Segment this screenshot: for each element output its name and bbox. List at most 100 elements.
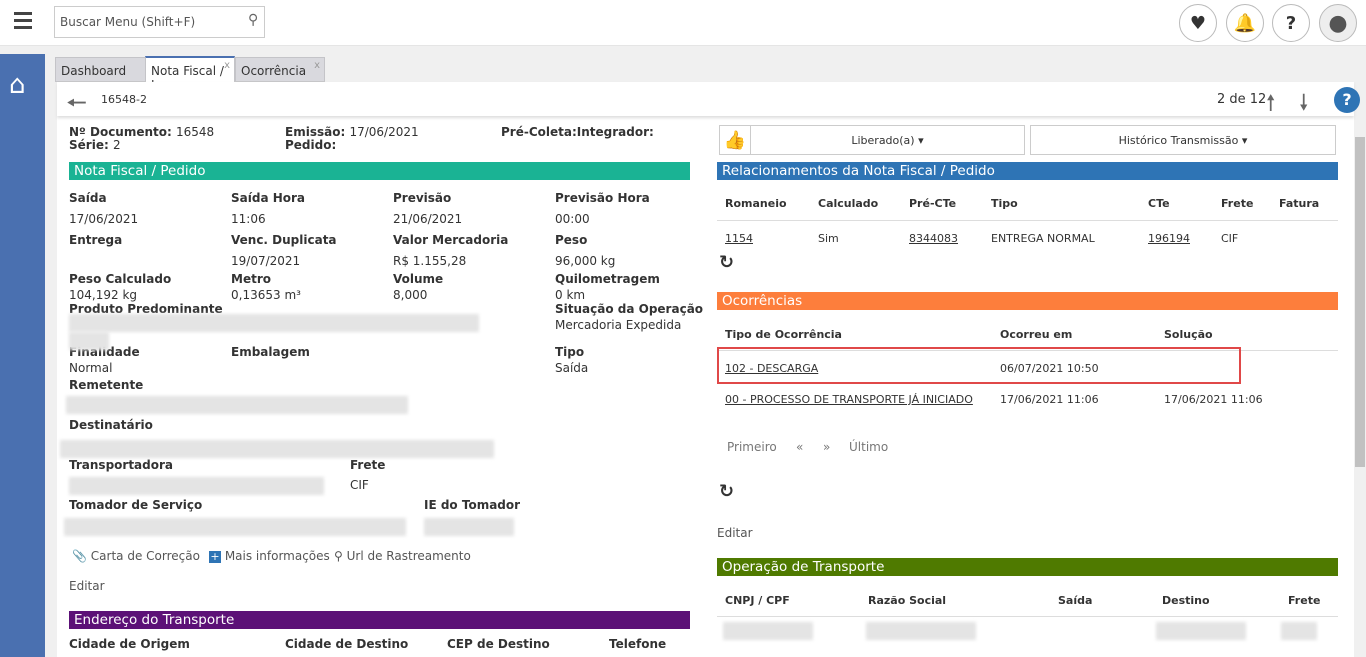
cell-link[interactable]: 196194 xyxy=(1148,232,1190,245)
field-label: Previsão xyxy=(393,191,452,205)
label: Série: xyxy=(69,138,109,152)
field-label: Tomador de Serviço xyxy=(69,498,203,512)
column-header: Cidade de Destino xyxy=(285,637,409,651)
field-value: 00:00 xyxy=(555,212,590,226)
editar-link[interactable]: Editar xyxy=(69,579,105,593)
field-label: Embalagem xyxy=(231,345,310,359)
link-label: Url de Rastreamento xyxy=(346,549,471,563)
column-header: Tipo xyxy=(991,197,1018,210)
redacted xyxy=(69,477,324,495)
field-label: Tipo xyxy=(555,345,585,359)
button-label: Liberado(a) xyxy=(851,133,915,147)
column-header: Romaneio xyxy=(725,197,787,210)
section-title-operacao: Operação de Transporte xyxy=(717,558,1338,576)
field-label: Metro xyxy=(231,272,271,286)
field-label: Remetente xyxy=(69,378,144,392)
cell: CIF xyxy=(1221,232,1239,245)
field-value: CIF xyxy=(350,478,369,492)
field-label: Peso Calculado xyxy=(69,272,172,286)
tab-dashboard[interactable]: Dashboard xyxy=(55,57,146,82)
field-label: Destinatário xyxy=(69,418,153,432)
field-label: Quilometragem xyxy=(555,272,660,286)
record-header xyxy=(57,82,1354,116)
field-value: 104,192 kg xyxy=(69,288,138,302)
ocorrencia-link[interactable]: 00 - PROCESSO DE TRANSPORTE JÁ INICIADO xyxy=(725,393,973,406)
mais-informacoes-link[interactable]: + Mais informações xyxy=(209,549,330,563)
redacted xyxy=(866,622,976,640)
search-placeholder: Buscar Menu (Shift+F) xyxy=(60,15,196,29)
historico-transmissao-dropdown[interactable]: Histórico Transmissão ▾ xyxy=(1030,125,1336,155)
field-value: 0,13653 m³ xyxy=(231,288,301,302)
tab-label: Dashboard xyxy=(61,64,127,78)
field-value: 0 km xyxy=(555,288,586,302)
divider xyxy=(717,616,1338,617)
column-header: Destino xyxy=(1162,594,1210,607)
cell-link[interactable]: 8344083 xyxy=(909,232,958,245)
field-label: Frete xyxy=(350,458,386,472)
column-header: CNPJ / CPF xyxy=(725,594,790,607)
pager-last[interactable]: Último xyxy=(849,440,889,454)
cell: ENTREGA NORMAL xyxy=(991,232,1095,245)
search-input[interactable]: Buscar Menu (Shift+F) xyxy=(54,6,265,38)
editar-link[interactable]: Editar xyxy=(717,526,753,540)
carta-correcao-link[interactable]: 📎 Carta de Correção xyxy=(72,549,200,563)
help-icon[interactable]: ? xyxy=(1272,4,1310,42)
tab-ocorrencia[interactable]: Ocorrência x xyxy=(235,57,325,82)
redacted xyxy=(69,332,109,350)
field-value: 11:06 xyxy=(231,212,266,226)
tab-nota-fiscal[interactable]: Nota Fiscal / Ix xyxy=(145,56,235,92)
redacted xyxy=(1156,622,1246,640)
bell-icon[interactable]: 🔔 xyxy=(1226,4,1264,42)
close-icon[interactable]: x xyxy=(314,60,320,71)
cell: 06/07/2021 10:50 xyxy=(1000,362,1099,375)
search-icon[interactable]: ⚲ xyxy=(248,12,259,28)
cell: 17/06/2021 11:06 xyxy=(1000,393,1099,406)
field-label: Situação da Operação xyxy=(555,302,704,316)
label: Pré-Coleta:Integrador: xyxy=(501,125,654,139)
column-header: Saída xyxy=(1058,594,1093,607)
field-value: Normal xyxy=(69,361,113,375)
refresh-icon[interactable]: ↻ xyxy=(719,252,735,273)
column-header: Cidade de Origem xyxy=(69,637,190,651)
button-label: Histórico Transmissão xyxy=(1118,133,1239,147)
menu-icon[interactable] xyxy=(14,12,32,29)
section-title-endereco: Endereço do Transporte xyxy=(69,611,690,629)
scrollbar[interactable] xyxy=(1354,122,1366,657)
field-value: 19/07/2021 xyxy=(231,254,301,268)
avatar[interactable]: ● xyxy=(1319,4,1357,42)
field-label: Volume xyxy=(393,272,444,286)
heartbeat-icon[interactable]: ♥ xyxy=(1179,4,1217,42)
url-rastreamento-link[interactable]: ⚲ Url de Rastreamento xyxy=(334,549,471,563)
field-label: Valor Mercadoria xyxy=(393,233,509,247)
pager-text: 2 de 12 xyxy=(1217,92,1267,107)
close-icon[interactable]: x xyxy=(224,60,230,71)
pager-first[interactable]: Primeiro xyxy=(727,440,777,454)
link-label: Mais informações xyxy=(224,549,330,563)
caret-down-icon: ▾ xyxy=(1241,133,1248,147)
column-header: Telefone xyxy=(609,637,667,651)
arrow-up-icon[interactable]: 🠕 xyxy=(1266,91,1276,116)
paperclip-icon: 📎 xyxy=(72,549,87,563)
pager-prev[interactable]: « xyxy=(796,440,804,454)
column-header: Razão Social xyxy=(868,594,947,607)
field-label: Transportadora xyxy=(69,458,174,472)
caret-down-icon: ▾ xyxy=(918,133,924,147)
field-label: Produto Predominante xyxy=(69,302,223,316)
column-header: CEP de Destino xyxy=(447,637,550,651)
field-label: Entrega xyxy=(69,233,123,247)
back-arrow-icon[interactable]: 🠔 xyxy=(66,89,87,117)
refresh-icon[interactable]: ↻ xyxy=(719,481,735,502)
value: 16548 xyxy=(176,125,215,139)
liberado-dropdown[interactable]: Liberado(a) ▾ xyxy=(750,125,1025,155)
home-icon[interactable]: ⌂ xyxy=(9,70,26,100)
value: 2 xyxy=(112,138,121,152)
arrow-down-icon[interactable]: 🠗 xyxy=(1299,91,1309,116)
cell-link[interactable]: 1154 xyxy=(725,232,753,245)
pager-next[interactable]: » xyxy=(823,440,831,454)
thumbs-up-icon[interactable]: 👍 xyxy=(719,125,751,155)
field-label: Previsão Hora xyxy=(555,191,650,205)
help-button[interactable]: ? xyxy=(1334,87,1360,113)
field-value: 21/06/2021 xyxy=(393,212,463,226)
column-header: Pré-CTe xyxy=(909,197,957,210)
ocorrencia-link[interactable]: 102 - DESCARGA xyxy=(725,362,819,375)
